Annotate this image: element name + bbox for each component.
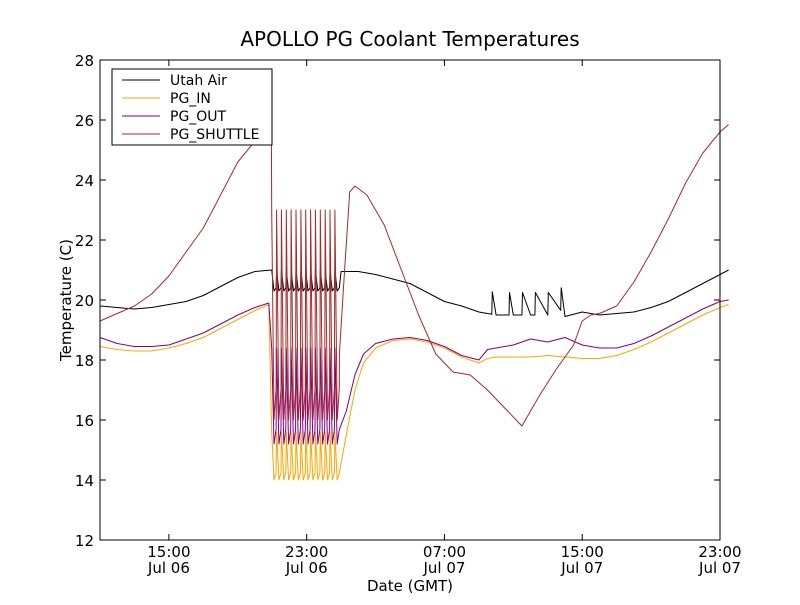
y-tick-label: 26: [75, 112, 94, 130]
x-tick-date-label: Jul 07: [422, 559, 465, 577]
x-tick-time-label: 15:00: [147, 543, 190, 561]
x-tick-date-label: Jul 06: [285, 559, 328, 577]
y-tick-label: 20: [75, 292, 94, 310]
y-tick-label: 22: [75, 232, 94, 250]
legend-label: Utah Air: [170, 73, 227, 89]
legend: Utah Air PG_IN PG_OUT PG_SHUTTLE: [111, 68, 273, 146]
x-tick-time-label: 07:00: [423, 543, 466, 561]
y-axis-label: Temperature (C): [57, 239, 75, 362]
x-tick-date-label: Jul 07: [560, 559, 603, 577]
y-tick-label: 28: [75, 52, 94, 70]
x-tick-date-label: Jul 07: [698, 559, 741, 577]
x-axis-label: Date (GMT): [367, 577, 453, 595]
chart-title: APOLLO PG Coolant Temperatures: [240, 27, 579, 51]
legend-label: PG_OUT: [170, 109, 227, 125]
y-tick-label: 18: [75, 352, 94, 370]
series-line-pg-in: [99, 304, 729, 481]
x-tick-time-label: 23:00: [285, 543, 328, 561]
y-tick-label: 24: [75, 172, 94, 190]
legend-box: [111, 68, 273, 146]
legend-label: PG_SHUTTLE: [170, 127, 259, 143]
y-tick-label: 14: [75, 472, 94, 490]
plot-border: [99, 59, 721, 541]
y-tick-label: 16: [75, 412, 94, 430]
series-layer: [99, 124, 729, 481]
x-tick-time-label: 23:00: [698, 543, 741, 561]
y-tick-label: 12: [75, 532, 94, 550]
x-tick-date-label: Jul 06: [147, 559, 190, 577]
series-line-pg-out: [99, 299, 729, 445]
legend-label: PG_IN: [170, 91, 211, 107]
x-tick-time-label: 15:00: [561, 543, 604, 561]
series-line-pg-shuttle: [99, 124, 729, 427]
